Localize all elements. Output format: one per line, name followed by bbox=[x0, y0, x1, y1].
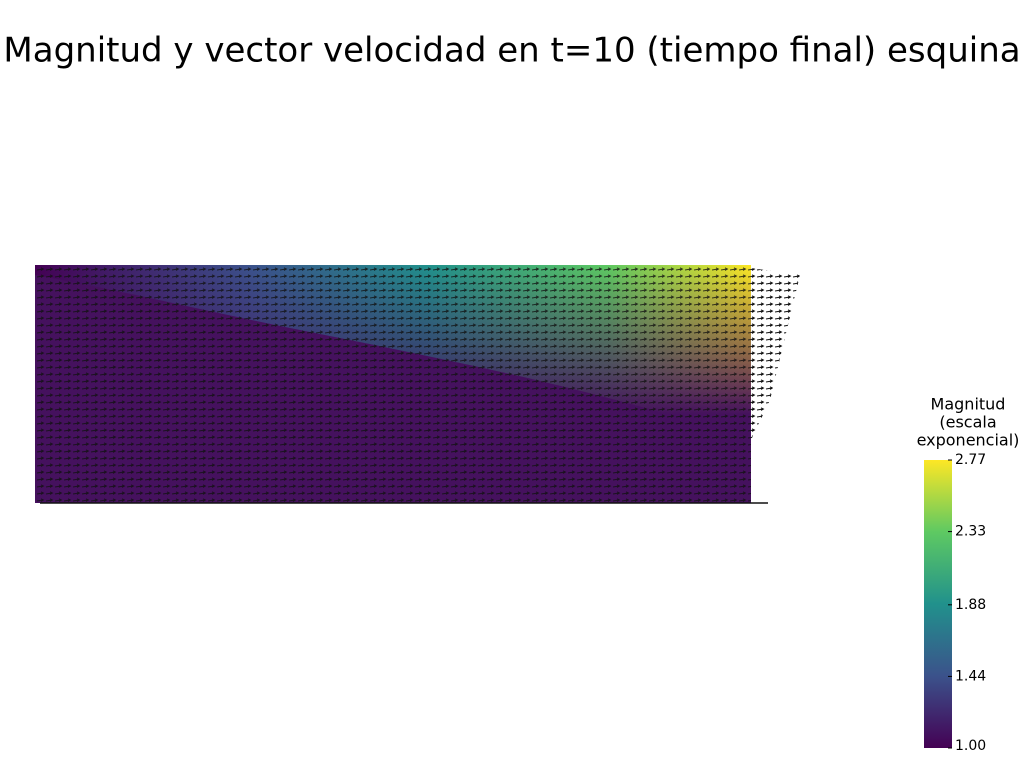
colorbar-tick-label: 1.44 bbox=[955, 668, 986, 684]
vector-glyphs bbox=[35, 265, 751, 503]
colorbar-tick-label: 1.00 bbox=[955, 738, 986, 754]
colorbar-title: exponencial) bbox=[917, 431, 1020, 450]
title: Magnitud y vector velocidad en t=10 (tie… bbox=[3, 31, 1020, 71]
colorbar-title: Magnitud bbox=[931, 395, 1006, 414]
colorbar-tick-label: 2.33 bbox=[955, 524, 986, 540]
colorbar bbox=[924, 460, 952, 748]
vector-glyphs-edge bbox=[751, 268, 800, 440]
velocity-field bbox=[35, 265, 800, 504]
colorbar-title: (escala bbox=[939, 413, 996, 432]
colorbar-tick-label: 1.88 bbox=[955, 597, 986, 613]
colorbar-tick-label: 2.77 bbox=[955, 452, 986, 468]
